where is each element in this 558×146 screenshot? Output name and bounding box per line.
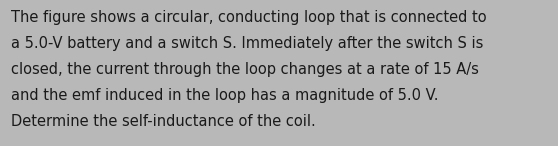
Text: a 5.0-V battery and a switch S. Immediately after the switch S is: a 5.0-V battery and a switch S. Immediat… xyxy=(11,36,484,51)
Text: The figure shows a circular, conducting loop that is connected to: The figure shows a circular, conducting … xyxy=(11,10,487,25)
Text: closed, the current through the loop changes at a rate of 15 A/s: closed, the current through the loop cha… xyxy=(11,62,479,77)
Text: and the emf induced in the loop has a magnitude of 5.0 V.: and the emf induced in the loop has a ma… xyxy=(11,88,439,103)
Text: Determine the self-inductance of the coil.: Determine the self-inductance of the coi… xyxy=(11,114,316,129)
